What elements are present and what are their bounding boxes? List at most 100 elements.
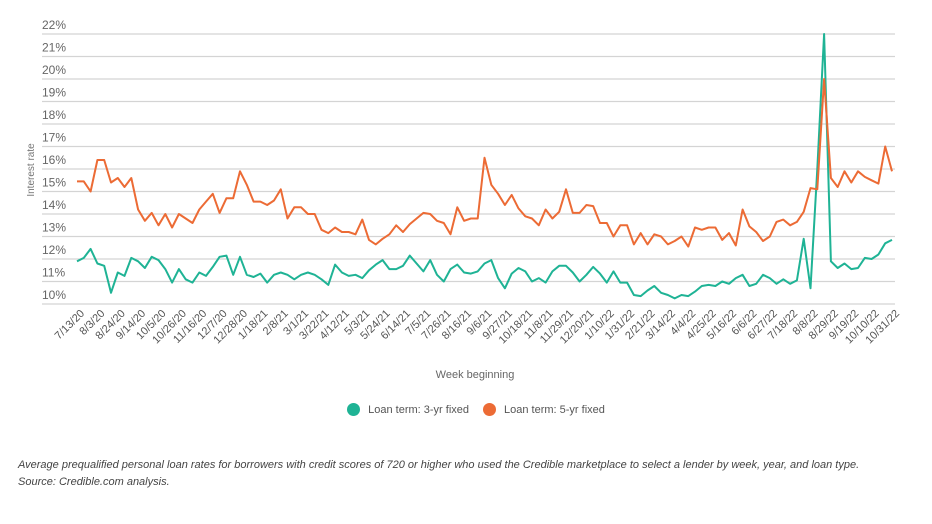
- data-point-5yr[interactable]: [651, 231, 657, 237]
- data-point-5yr[interactable]: [848, 180, 854, 186]
- data-point-3yr[interactable]: [740, 272, 746, 278]
- data-point-3yr[interactable]: [94, 261, 100, 267]
- data-point-5yr[interactable]: [835, 184, 841, 190]
- data-point-5yr[interactable]: [719, 237, 725, 243]
- data-point-3yr[interactable]: [753, 281, 759, 287]
- data-point-3yr[interactable]: [189, 280, 195, 286]
- data-point-5yr[interactable]: [536, 222, 542, 228]
- data-point-5yr[interactable]: [359, 217, 365, 223]
- data-point-3yr[interactable]: [645, 288, 651, 294]
- data-point-5yr[interactable]: [278, 186, 284, 192]
- data-point-3yr[interactable]: [230, 272, 236, 278]
- data-point-3yr[interactable]: [665, 292, 671, 298]
- data-point-3yr[interactable]: [855, 265, 861, 271]
- data-point-5yr[interactable]: [101, 157, 107, 163]
- data-point-5yr[interactable]: [332, 225, 338, 231]
- data-point-5yr[interactable]: [808, 185, 814, 191]
- data-point-5yr[interactable]: [74, 178, 80, 184]
- data-point-5yr[interactable]: [189, 220, 195, 226]
- data-point-5yr[interactable]: [393, 222, 399, 228]
- data-point-3yr[interactable]: [223, 253, 229, 259]
- data-point-5yr[interactable]: [366, 237, 372, 243]
- data-point-3yr[interactable]: [135, 258, 141, 264]
- data-point-3yr[interactable]: [414, 261, 420, 267]
- data-point-5yr[interactable]: [746, 223, 752, 229]
- data-point-5yr[interactable]: [407, 221, 413, 227]
- data-point-3yr[interactable]: [237, 254, 243, 260]
- legend-item-5yr[interactable]: Loan term: 5-yr fixed: [483, 403, 605, 416]
- data-point-3yr[interactable]: [400, 263, 406, 269]
- data-point-5yr[interactable]: [672, 238, 678, 244]
- data-point-3yr[interactable]: [828, 258, 834, 264]
- data-point-3yr[interactable]: [108, 290, 114, 296]
- data-point-3yr[interactable]: [882, 240, 888, 246]
- data-point-5yr[interactable]: [563, 186, 569, 192]
- data-point-5yr[interactable]: [549, 216, 555, 222]
- data-point-5yr[interactable]: [142, 218, 148, 224]
- data-point-5yr[interactable]: [149, 210, 155, 216]
- data-point-5yr[interactable]: [855, 168, 861, 174]
- data-point-3yr[interactable]: [251, 274, 257, 280]
- data-point-5yr[interactable]: [522, 213, 528, 219]
- data-point-3yr[interactable]: [692, 289, 698, 295]
- data-point-5yr[interactable]: [828, 175, 834, 181]
- data-point-3yr[interactable]: [278, 270, 284, 276]
- data-point-3yr[interactable]: [651, 283, 657, 289]
- data-point-5yr[interactable]: [543, 207, 549, 213]
- data-point-3yr[interactable]: [74, 258, 80, 264]
- data-point-5yr[interactable]: [678, 234, 684, 240]
- data-point-5yr[interactable]: [624, 222, 630, 228]
- legend-item-3yr[interactable]: Loan term: 3-yr fixed: [347, 403, 469, 416]
- data-point-3yr[interactable]: [563, 263, 569, 269]
- data-point-5yr[interactable]: [264, 202, 270, 208]
- data-point-3yr[interactable]: [733, 275, 739, 281]
- data-point-3yr[interactable]: [556, 263, 562, 269]
- data-point-5yr[interactable]: [801, 209, 807, 215]
- data-point-5yr[interactable]: [604, 220, 610, 226]
- data-point-3yr[interactable]: [319, 276, 325, 282]
- data-point-5yr[interactable]: [319, 227, 325, 233]
- data-point-5yr[interactable]: [577, 210, 583, 216]
- data-point-3yr[interactable]: [841, 261, 847, 267]
- data-point-3yr[interactable]: [638, 293, 644, 299]
- data-point-3yr[interactable]: [386, 266, 392, 272]
- data-point-5yr[interactable]: [583, 202, 589, 208]
- data-point-5yr[interactable]: [257, 199, 263, 205]
- data-point-3yr[interactable]: [746, 283, 752, 289]
- data-point-5yr[interactable]: [291, 204, 297, 210]
- data-point-3yr[interactable]: [699, 283, 705, 289]
- data-point-5yr[interactable]: [312, 211, 318, 217]
- data-point-3yr[interactable]: [794, 277, 800, 283]
- data-point-3yr[interactable]: [461, 270, 467, 276]
- data-point-5yr[interactable]: [115, 175, 121, 181]
- data-point-5yr[interactable]: [712, 225, 718, 231]
- data-point-3yr[interactable]: [543, 280, 549, 286]
- data-point-3yr[interactable]: [862, 255, 868, 261]
- data-point-5yr[interactable]: [869, 177, 875, 183]
- data-point-5yr[interactable]: [699, 227, 705, 233]
- data-point-3yr[interactable]: [203, 273, 209, 279]
- data-point-5yr[interactable]: [665, 241, 671, 247]
- data-point-3yr[interactable]: [332, 262, 338, 268]
- data-point-3yr[interactable]: [366, 267, 372, 273]
- data-point-5yr[interactable]: [420, 210, 426, 216]
- data-point-5yr[interactable]: [502, 202, 508, 208]
- data-point-3yr[interactable]: [434, 272, 440, 278]
- data-point-5yr[interactable]: [230, 195, 236, 201]
- data-point-5yr[interactable]: [590, 203, 596, 209]
- data-point-5yr[interactable]: [726, 230, 732, 236]
- data-point-3yr[interactable]: [706, 282, 712, 288]
- data-point-5yr[interactable]: [169, 225, 175, 231]
- data-point-3yr[interactable]: [631, 292, 637, 298]
- data-point-5yr[interactable]: [386, 231, 392, 237]
- data-point-3yr[interactable]: [719, 279, 725, 285]
- data-point-3yr[interactable]: [217, 254, 223, 260]
- data-point-5yr[interactable]: [81, 178, 87, 184]
- data-point-3yr[interactable]: [597, 271, 603, 277]
- data-point-5yr[interactable]: [122, 184, 128, 190]
- data-point-3yr[interactable]: [115, 270, 121, 276]
- data-point-5yr[interactable]: [862, 174, 868, 180]
- data-point-3yr[interactable]: [196, 270, 202, 276]
- data-point-3yr[interactable]: [767, 275, 773, 281]
- data-point-5yr[interactable]: [475, 216, 481, 222]
